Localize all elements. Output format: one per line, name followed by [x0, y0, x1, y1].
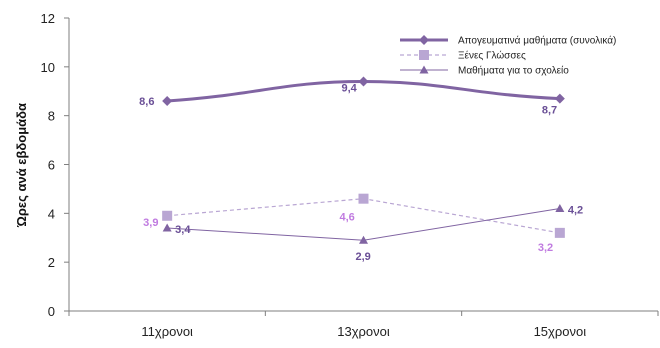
data-label: 8,6 [139, 96, 154, 108]
data-label: 8,7 [542, 105, 557, 117]
series-marker-0 [162, 96, 173, 107]
y-tick-label: 4 [48, 206, 55, 221]
legend-marker-1 [419, 50, 429, 60]
legend-label: Απογευματινά μαθήματα (συνολικά) [458, 35, 616, 47]
series-marker-1 [162, 210, 173, 221]
axes: 0 2 4 6 8 10 12 11χρονοι 13χρονοι 15χρονοι [41, 11, 659, 339]
series-line-2 [167, 207, 560, 241]
y-axis-label: Ώρες ανά εβδομάδα [14, 103, 29, 228]
data-label: 3,2 [538, 242, 553, 254]
series-marker-1 [358, 193, 369, 204]
data-label: 4,2 [568, 204, 583, 216]
y-tick-label: 12 [41, 11, 55, 26]
data-label: 2,9 [356, 251, 371, 263]
legend-marker-2 [419, 65, 429, 74]
series-marker-2 [162, 223, 172, 232]
series-layer [162, 76, 565, 244]
series-marker-2 [555, 203, 565, 212]
data-label: 3,4 [175, 224, 191, 236]
data-label: 4,6 [340, 212, 355, 224]
data-labels: 8,6 9,4 8,7 3,9 4,6 3,2 3,4 2,9 4,2 [139, 82, 583, 263]
y-tick-label: 0 [48, 304, 55, 319]
series-marker-0 [358, 76, 369, 87]
x-tick-label: 15χρονοι [534, 324, 587, 339]
x-tick-label: 11χρονοι [141, 324, 193, 339]
x-tick-label: 13χρονοι [337, 324, 390, 339]
series-marker-1 [554, 227, 565, 238]
y-tick-label: 2 [48, 255, 55, 270]
legend-marker-0 [419, 35, 429, 45]
legend: Απογευματινά μαθήματα (συνολικά) Ξένες Γλ… [400, 35, 616, 77]
series-marker-2 [359, 235, 368, 244]
y-tick-label: 6 [48, 158, 55, 173]
series-marker-0 [554, 93, 565, 104]
y-tick-label: 10 [41, 60, 55, 75]
data-label: 9,4 [342, 82, 358, 94]
data-label: 3,9 [143, 217, 158, 229]
legend-label: Ξένες Γλώσσες [458, 50, 526, 62]
series-line-1 [167, 198, 560, 234]
legend-label: Μαθήματα για το σχολείο [458, 65, 569, 77]
y-tick-label: 8 [48, 109, 55, 124]
